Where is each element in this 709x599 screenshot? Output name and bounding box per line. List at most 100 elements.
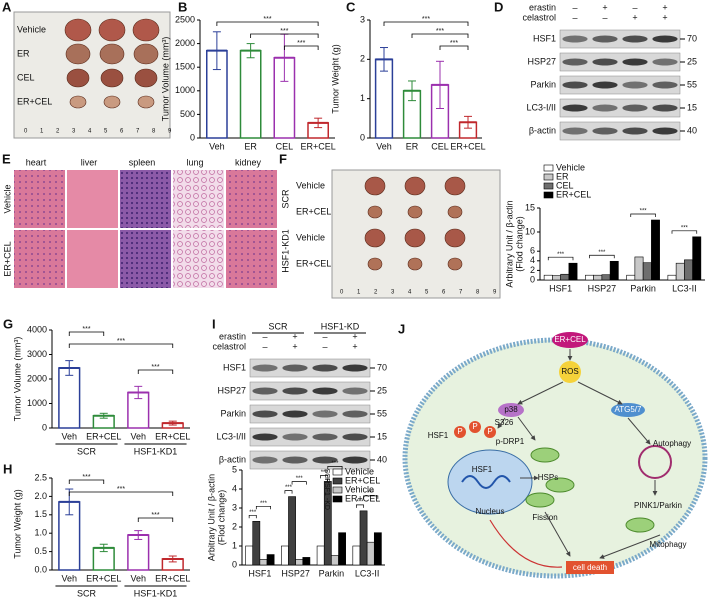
y-tick-label: 0.0 <box>34 564 47 574</box>
row-label: ER+CEL <box>296 206 331 216</box>
tumor <box>364 176 386 196</box>
y-tick-label: 0.5 <box>34 546 47 556</box>
autophagosome <box>638 445 672 479</box>
x-tick-label: Veh <box>376 141 392 151</box>
x-tick-label: Veh <box>61 573 77 583</box>
significance-bracket <box>630 213 656 217</box>
tumor <box>103 95 121 109</box>
significance: *** <box>280 28 288 35</box>
ruler-number: 6 <box>120 129 124 135</box>
significance-bracket <box>68 331 105 336</box>
band <box>312 456 338 464</box>
phospho <box>484 426 496 438</box>
y-axis-label: Tumor Volume (mm³) <box>12 337 22 422</box>
bar <box>601 274 611 281</box>
tissue-label: spleen <box>129 157 156 167</box>
tumor <box>407 257 423 271</box>
group-label: SCR <box>268 321 288 331</box>
label: B <box>178 0 187 14</box>
significance: *** <box>557 252 565 258</box>
histology-image <box>67 230 118 288</box>
ruler-number: 3 <box>391 290 395 296</box>
band <box>652 81 678 89</box>
blot-label: Parkin <box>530 79 556 89</box>
ruler-number: 1 <box>357 290 361 296</box>
node <box>611 403 645 417</box>
mitochondrion <box>625 517 655 533</box>
significance: *** <box>450 40 458 47</box>
ruler-number: 9 <box>493 290 497 296</box>
legend-swatch <box>543 182 554 190</box>
blot-label: LC3-I/II <box>216 431 246 441</box>
significance: *** <box>151 364 159 371</box>
significance: *** <box>82 326 90 333</box>
y-tick-label: 1000 <box>27 398 47 408</box>
y-axis-label: Arbitrary Unit / β-actin <box>206 474 216 561</box>
legend-label: Vehicle <box>345 466 374 476</box>
sign: – <box>632 2 637 12</box>
mw-label: 55 <box>377 408 387 418</box>
tumor <box>64 18 92 42</box>
sign: + <box>632 12 637 22</box>
label: D <box>494 0 503 14</box>
y-tick-label: 4 <box>232 483 237 493</box>
arrow <box>517 416 536 441</box>
histology-image <box>226 230 277 288</box>
significance: *** <box>82 474 90 481</box>
mw-label: 70 <box>377 362 387 372</box>
x-tick-label: Veh <box>130 431 146 441</box>
bar <box>675 262 685 281</box>
y-tick-label: 1 <box>360 93 365 103</box>
bar <box>323 481 332 566</box>
bar <box>245 545 254 566</box>
histology-image <box>173 170 224 228</box>
arrow <box>544 511 571 557</box>
sign: – <box>322 341 327 351</box>
blot-label: β-actin <box>219 454 246 464</box>
significance: *** <box>151 512 159 519</box>
significance-bracket <box>283 45 319 50</box>
bar <box>642 262 652 281</box>
pathway-diagram <box>402 332 708 579</box>
bar <box>560 273 570 281</box>
bar <box>239 49 262 139</box>
mw-label: 15 <box>687 102 697 112</box>
histology-image <box>226 170 277 228</box>
y-tick-label: 3 <box>232 502 237 512</box>
ruler-number: 2 <box>374 290 378 296</box>
legend-swatch <box>332 477 343 485</box>
arrow <box>497 417 506 429</box>
diagram-label: ATG5/7 <box>615 405 643 414</box>
significance: *** <box>598 250 606 256</box>
label: E <box>2 151 11 166</box>
ruler-number: 0 <box>340 290 344 296</box>
row-label: CEL <box>17 72 35 82</box>
histology-image <box>67 170 118 228</box>
bar <box>266 554 275 566</box>
sign: + <box>292 341 297 351</box>
group-label: HSF1-KD1 <box>134 446 178 456</box>
legend-swatch <box>543 164 554 172</box>
diagram-label: HSPs <box>538 473 558 482</box>
label: G <box>3 316 13 331</box>
blot-label: Parkin <box>220 408 246 418</box>
label: I <box>212 316 216 331</box>
significance: *** <box>285 485 293 491</box>
bar <box>684 259 693 281</box>
row-label: ER+CEL <box>17 96 52 106</box>
significance: *** <box>297 40 305 47</box>
significance-bracket <box>547 256 574 261</box>
tumor <box>100 68 124 88</box>
dna <box>461 475 511 489</box>
tumor <box>404 176 426 196</box>
y-tick-label: 2.0 <box>34 491 47 501</box>
band <box>622 35 648 43</box>
legend-swatch <box>332 468 343 476</box>
y-tick-label: 2500 <box>175 14 195 24</box>
x-tick-label: ER+CEL <box>300 141 335 151</box>
bar <box>259 558 268 566</box>
significance-bracket <box>248 514 257 519</box>
x-tick-label: HSF1 <box>549 283 572 293</box>
legend-swatch <box>332 495 343 503</box>
significance: *** <box>436 28 444 35</box>
